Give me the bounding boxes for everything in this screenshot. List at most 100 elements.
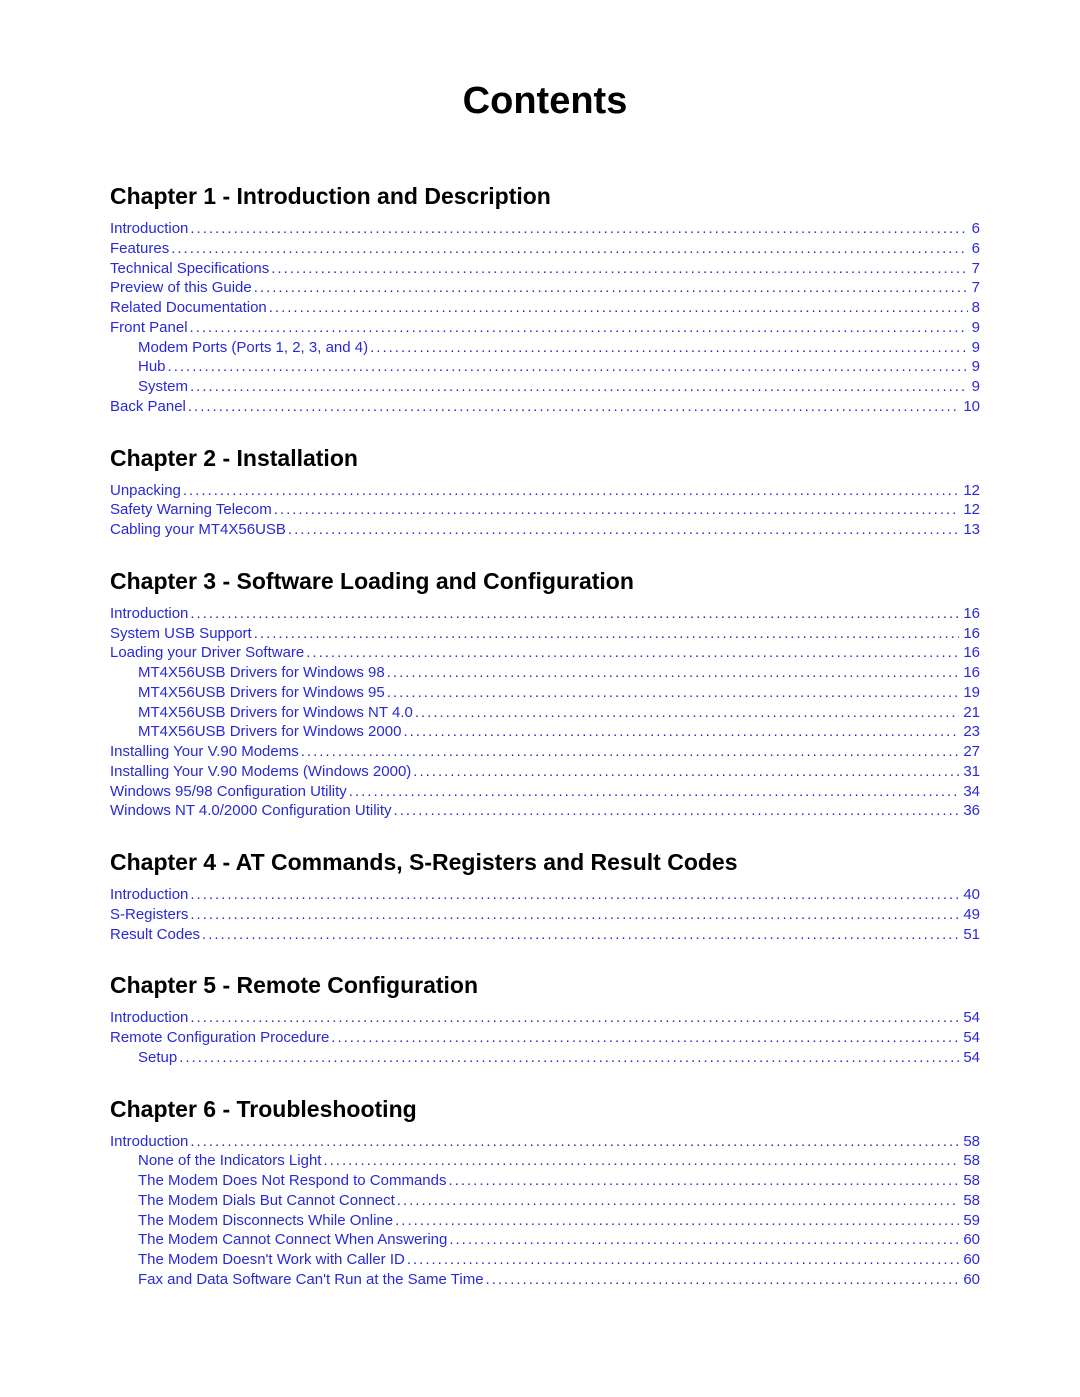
toc-entry[interactable]: The Modem Cannot Connect When Answering … xyxy=(110,1231,980,1250)
toc-leader-dots xyxy=(407,1251,959,1270)
toc-entry-label: The Modem Doesn't Work with Caller ID xyxy=(138,1251,405,1270)
toc-leader-dots xyxy=(448,1172,959,1191)
toc-leader-dots xyxy=(449,1231,959,1250)
toc-entry[interactable]: Remote Configuration Procedure 54 xyxy=(110,1029,980,1048)
toc-entry[interactable]: System 9 xyxy=(110,378,980,397)
toc-entry[interactable]: MT4X56USB Drivers for Windows 98 16 xyxy=(110,664,980,683)
toc-leader-dots xyxy=(254,625,960,644)
toc-leader-dots xyxy=(306,644,959,663)
toc-entry[interactable]: The Modem Dials But Cannot Connect 58 xyxy=(110,1192,980,1211)
toc-entry[interactable]: The Modem Does Not Respond to Commands 5… xyxy=(110,1172,980,1191)
toc-leader-dots xyxy=(486,1271,960,1290)
chapter-heading: Chapter 5 - Remote Configuration xyxy=(110,972,980,999)
toc-leader-dots xyxy=(190,906,959,925)
toc-entry[interactable]: System USB Support 16 xyxy=(110,625,980,644)
toc-entry[interactable]: Technical Specifications 7 xyxy=(110,260,980,279)
toc-entry[interactable]: Introduction 58 xyxy=(110,1133,980,1152)
toc-entry-page: 9 xyxy=(970,358,980,377)
toc-entry[interactable]: Introduction 16 xyxy=(110,605,980,624)
toc-entry[interactable]: Preview of this Guide 7 xyxy=(110,279,980,298)
toc-entry[interactable]: The Modem Disconnects While Online 59 xyxy=(110,1212,980,1231)
toc-entry-label: None of the Indicators Light xyxy=(138,1152,321,1171)
toc-entry-page: 6 xyxy=(970,240,980,259)
toc-leader-dots xyxy=(397,1192,960,1211)
toc-entry[interactable]: Modem Ports (Ports 1, 2, 3, and 4) 9 xyxy=(110,339,980,358)
toc-entry-label: MT4X56USB Drivers for Windows NT 4.0 xyxy=(138,704,413,723)
toc-entry[interactable]: Introduction 6 xyxy=(110,220,980,239)
toc-leader-dots xyxy=(190,1009,959,1028)
toc-entry[interactable]: Safety Warning Telecom 12 xyxy=(110,501,980,520)
toc-entry[interactable]: Related Documentation 8 xyxy=(110,299,980,318)
toc-entry-page: 16 xyxy=(961,644,980,663)
toc-entry[interactable]: Introduction 54 xyxy=(110,1009,980,1028)
toc-entry[interactable]: Loading your Driver Software 16 xyxy=(110,644,980,663)
toc-leader-dots xyxy=(394,802,960,821)
toc-entry[interactable]: MT4X56USB Drivers for Windows 95 19 xyxy=(110,684,980,703)
toc-entry[interactable]: Windows 95/98 Configuration Utility 34 xyxy=(110,783,980,802)
toc-entry-label: MT4X56USB Drivers for Windows 95 xyxy=(138,684,385,703)
toc-entry[interactable]: Unpacking 12 xyxy=(110,482,980,501)
toc-entry-page: 6 xyxy=(970,220,980,239)
toc-entry-page: 19 xyxy=(961,684,980,703)
toc-entry-page: 10 xyxy=(961,398,980,417)
toc-entry-label: S-Registers xyxy=(110,906,188,925)
toc-entry[interactable]: Setup 54 xyxy=(110,1049,980,1068)
toc-entry-page: 12 xyxy=(961,501,980,520)
toc-leader-dots xyxy=(387,664,960,683)
toc-entry-label: Modem Ports (Ports 1, 2, 3, and 4) xyxy=(138,339,368,358)
toc-entry-page: 49 xyxy=(961,906,980,925)
toc-leader-dots xyxy=(269,299,968,318)
toc-entry-page: 23 xyxy=(961,723,980,742)
toc-entry-page: 60 xyxy=(961,1231,980,1250)
toc-entry-label: MT4X56USB Drivers for Windows 2000 xyxy=(138,723,401,742)
toc-leader-dots xyxy=(190,378,968,397)
toc-entry[interactable]: None of the Indicators Light 58 xyxy=(110,1152,980,1171)
toc-leader-dots xyxy=(331,1029,959,1048)
toc-entry[interactable]: Cabling your MT4X56USB 13 xyxy=(110,521,980,540)
toc-entry-page: 36 xyxy=(961,802,980,821)
toc-entry[interactable]: MT4X56USB Drivers for Windows 2000 23 xyxy=(110,723,980,742)
toc-leader-dots xyxy=(403,723,959,742)
toc-leader-dots xyxy=(190,220,967,239)
toc-entry-page: 12 xyxy=(961,482,980,501)
toc-entry-label: System USB Support xyxy=(110,625,252,644)
toc-entry-label: The Modem Does Not Respond to Commands xyxy=(138,1172,446,1191)
toc-entry[interactable]: Front Panel 9 xyxy=(110,319,980,338)
toc-entry-page: 34 xyxy=(961,783,980,802)
toc-entry-page: 27 xyxy=(961,743,980,762)
toc-entry[interactable]: Result Codes 51 xyxy=(110,926,980,945)
toc-entry-page: 58 xyxy=(961,1152,980,1171)
toc-leader-dots xyxy=(387,684,960,703)
toc-entry-label: System xyxy=(138,378,188,397)
toc-entry-label: Introduction xyxy=(110,220,188,239)
toc-entry-label: Safety Warning Telecom xyxy=(110,501,272,520)
toc-entry[interactable]: S-Registers 49 xyxy=(110,906,980,925)
toc-entry[interactable]: Hub 9 xyxy=(110,358,980,377)
toc-entry-label: Introduction xyxy=(110,605,188,624)
toc-entry-label: MT4X56USB Drivers for Windows 98 xyxy=(138,664,385,683)
toc-entry-label: Introduction xyxy=(110,886,188,905)
toc-section: Unpacking 12Safety Warning Telecom 12Cab… xyxy=(110,482,980,540)
toc-entry-label: The Modem Cannot Connect When Answering xyxy=(138,1231,447,1250)
page-title: Contents xyxy=(110,80,980,123)
toc-entry-page: 58 xyxy=(961,1192,980,1211)
toc-entry[interactable]: Fax and Data Software Can't Run at the S… xyxy=(110,1271,980,1290)
toc-entry[interactable]: Windows NT 4.0/2000 Configuration Utilit… xyxy=(110,802,980,821)
toc-entry-page: 8 xyxy=(970,299,980,318)
toc-leader-dots xyxy=(179,1049,959,1068)
toc-entry-page: 21 xyxy=(961,704,980,723)
toc-entry[interactable]: Installing Your V.90 Modems (Windows 200… xyxy=(110,763,980,782)
toc-section: Introduction 40S-Registers 49Result Code… xyxy=(110,886,980,944)
toc-entry[interactable]: The Modem Doesn't Work with Caller ID 60 xyxy=(110,1251,980,1270)
toc-entry[interactable]: Features 6 xyxy=(110,240,980,259)
toc-entry-label: Unpacking xyxy=(110,482,181,501)
toc-leader-dots xyxy=(415,704,960,723)
toc-entry[interactable]: MT4X56USB Drivers for Windows NT 4.0 21 xyxy=(110,704,980,723)
toc-leader-dots xyxy=(168,358,968,377)
toc-entry[interactable]: Back Panel 10 xyxy=(110,398,980,417)
toc-entry-label: Preview of this Guide xyxy=(110,279,252,298)
toc-entry-page: 16 xyxy=(961,605,980,624)
toc-entry[interactable]: Installing Your V.90 Modems 27 xyxy=(110,743,980,762)
toc-entry[interactable]: Introduction 40 xyxy=(110,886,980,905)
toc-entry-page: 60 xyxy=(961,1251,980,1270)
